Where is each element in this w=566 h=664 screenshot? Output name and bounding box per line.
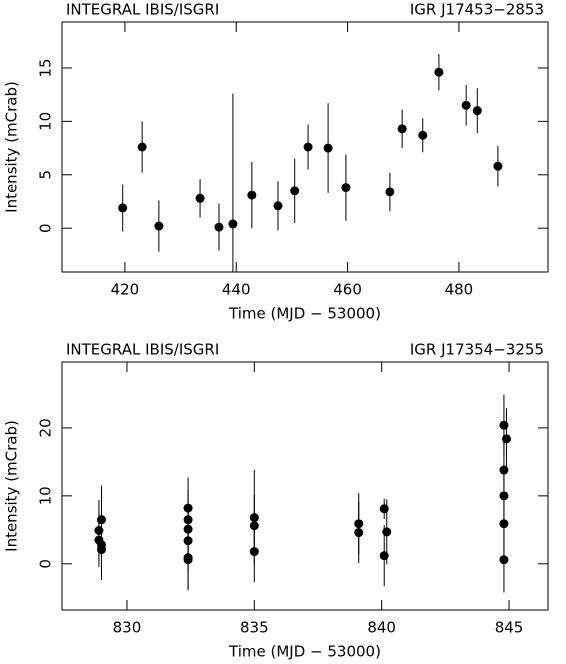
data-point: [501, 434, 511, 444]
data-point: [493, 161, 503, 171]
data-point: [341, 183, 351, 193]
x-tick-label: 440: [222, 281, 251, 299]
x-tick-label: 420: [111, 281, 140, 299]
data-point: [247, 190, 257, 200]
x-tick-label: 845: [495, 619, 524, 637]
data-point: [397, 124, 407, 134]
data-point: [195, 193, 205, 203]
data-point: [418, 130, 428, 140]
chart-title: INTEGRAL IBIS/ISGRI: [66, 341, 219, 359]
data-point: [273, 201, 283, 211]
data-point: [434, 67, 444, 77]
y-axis-label: Intensity (mCrab): [3, 81, 21, 213]
data-point: [228, 219, 238, 229]
x-tick-label: 480: [445, 281, 474, 299]
chart-subtitle: IGR J17453−2853: [410, 1, 544, 19]
y-tick-label: 10: [37, 486, 55, 505]
y-tick-label: 10: [37, 112, 55, 131]
y-tick-label: 15: [37, 58, 55, 77]
chart-subtitle: IGR J17354−3255: [410, 341, 544, 359]
data-point: [249, 513, 259, 523]
x-tick-label: 835: [240, 619, 269, 637]
y-tick-label: 0: [37, 559, 55, 569]
data-point: [379, 504, 389, 514]
data-point: [249, 547, 259, 557]
data-point: [154, 221, 164, 231]
data-point: [354, 528, 364, 538]
x-tick-label: 460: [333, 281, 362, 299]
data-point: [183, 555, 193, 565]
data-point: [379, 551, 389, 561]
x-tick-label: 840: [367, 619, 396, 637]
y-tick-label: 0: [37, 223, 55, 233]
x-axis-label: Time (MJD − 53000): [228, 643, 381, 661]
x-tick-label: 830: [113, 619, 142, 637]
data-point: [214, 222, 224, 232]
data-point: [461, 100, 471, 110]
data-point: [472, 106, 482, 116]
y-tick-label: 20: [37, 418, 55, 437]
data-point: [499, 420, 509, 430]
data-point: [290, 186, 300, 196]
data-point: [118, 203, 128, 213]
data-point: [385, 187, 395, 197]
data-point: [137, 142, 147, 152]
x-axis-label: Time (MJD − 53000): [228, 305, 381, 323]
data-point: [303, 142, 313, 152]
y-axis-label: Intensity (mCrab): [3, 420, 21, 552]
data-point: [499, 555, 509, 565]
y-tick-label: 5: [37, 170, 55, 180]
data-point: [323, 143, 333, 153]
data-point: [96, 545, 106, 555]
data-point: [499, 519, 509, 529]
chart-title: INTEGRAL IBIS/ISGRI: [66, 1, 219, 19]
plot-frame: [61, 361, 549, 611]
plot-frame: [61, 21, 549, 273]
data-point: [382, 527, 392, 537]
